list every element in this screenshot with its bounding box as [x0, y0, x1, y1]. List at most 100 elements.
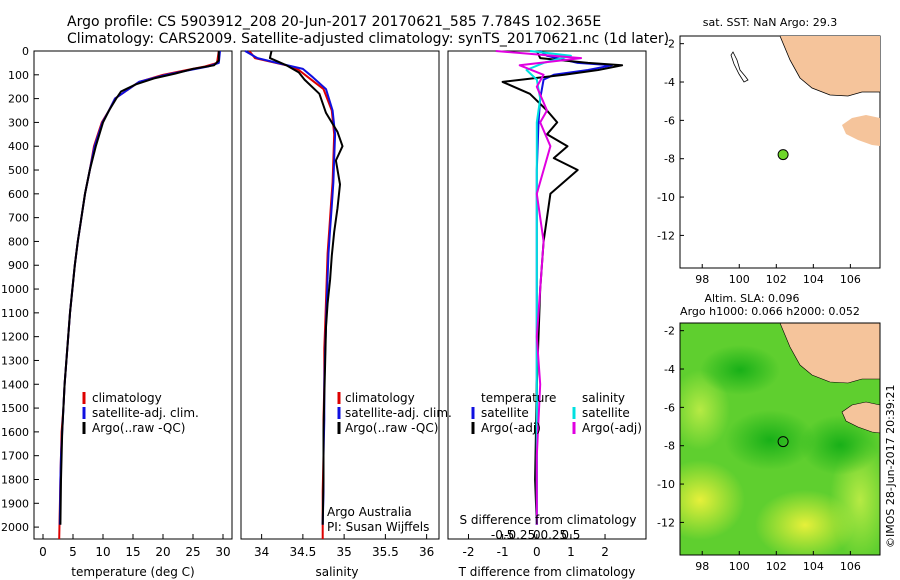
temperature-legend-satellite: satellite-adj. clim. — [92, 406, 199, 420]
sst-map-lat-label: -12 — [657, 229, 675, 242]
sla-map-lat-label: -4 — [664, 363, 675, 376]
sst-map-lat-label: -6 — [664, 114, 675, 127]
sla-map-title-2: Argo h1000: 0.066 h2000: 0.052 — [680, 305, 860, 318]
salinity-x-tick-label: 35 — [336, 545, 351, 559]
temperature-line-argo-raw-qc — [59, 51, 220, 525]
difference-legend-temp-satellite: satellite — [481, 406, 529, 420]
difference-line-temperature-argo-adj — [501, 50, 624, 525]
salinity-x-ticks: 34 34.5 35 35.5 36 — [254, 534, 434, 559]
depth-tick-label: 1800 — [1, 473, 29, 486]
temperature-x-ticks: 0 5 10 15 20 25 30 — [39, 534, 231, 559]
sst-map-coastline — [779, 35, 880, 97]
difference-x-tick-label: 2 — [601, 545, 609, 559]
salinity-line-argo-raw-qc — [268, 50, 344, 525]
sla-map-high-patch — [755, 490, 855, 555]
sst-map-land-sumatra — [680, 36, 880, 96]
sla-map-land-java — [841, 401, 880, 434]
depth-tick-label: 2000 — [1, 521, 29, 534]
salinity-annotation-line-2: PI: Susan Wijffels — [327, 520, 429, 534]
salinity-x-tick-label: 36 — [419, 545, 434, 559]
salinity-series — [244, 50, 344, 539]
difference-top-tick-label: 0.5 — [561, 528, 580, 542]
sst-map-title: sat. SST: NaN Argo: 29.3 — [703, 16, 837, 29]
temperature-x-tick-label: 30 — [215, 545, 230, 559]
salinity-x-tick-label: 34 — [254, 545, 269, 559]
depth-tick-label: 1300 — [1, 354, 29, 367]
salinity-line-satellite-adj-clim — [244, 50, 337, 525]
header-line-2: Climatology: CARS2009. Satellite-adjuste… — [67, 31, 669, 47]
salinity-x-tick-label: 35.5 — [372, 545, 399, 559]
difference-top-tick-label: 0 — [533, 528, 541, 542]
sla-map-lon-label: 98 — [695, 560, 709, 573]
temperature-x-tick-label: 15 — [125, 545, 140, 559]
temperature-legend: climatology satellite-adj. clim. Argo(..… — [82, 391, 199, 435]
temperature-x-tick-label: 0 — [39, 545, 47, 559]
depth-tick-label: 500 — [8, 164, 29, 177]
temperature-xlabel: temperature (deg C) — [71, 565, 194, 579]
depth-tick-label: 300 — [8, 116, 29, 129]
difference-x-tick-label: 0 — [533, 545, 541, 559]
salinity-line-climatology — [248, 50, 336, 539]
sst-map-lat-ticks: -2 -4 -6 -8 -10 -12 — [657, 38, 684, 242]
sst-map-lat-label: -8 — [664, 153, 675, 166]
difference-legend-salinity-title: salinity — [582, 391, 625, 405]
difference-top-tick-label: -0.25 — [504, 528, 535, 542]
salinity-legend-argo: Argo(..raw -QC) — [345, 421, 438, 435]
salinity-plot-frame — [240, 50, 440, 540]
depth-tick-label: 600 — [8, 188, 29, 201]
difference-top-ticks: -0.5-0.250 0.250.5 — [491, 528, 581, 542]
sla-map-land-sumatra — [680, 323, 880, 384]
temperature-x-tick-label: 20 — [155, 545, 170, 559]
depth-tick-label: 400 — [8, 140, 29, 153]
sla-map-low-patch — [725, 410, 815, 470]
depth-tick-label: 700 — [8, 212, 29, 225]
sla-map-lat-ticks: -2 -4 -6 -8 -10 -12 — [657, 325, 684, 529]
sst-map-land-java — [842, 115, 880, 146]
imos-credit: ©IMOS 28-Jun-2017 20:39:21 — [884, 384, 897, 548]
depth-tick-label: 1200 — [1, 331, 29, 344]
sst-map-lon-label: 102 — [766, 273, 787, 286]
temperature-legend-argo: Argo(..raw -QC) — [92, 421, 185, 435]
difference-line-temperature-satellite — [535, 50, 613, 525]
difference-legend-sal-argo: Argo(-adj) — [582, 421, 642, 435]
depth-tick-label: 1400 — [1, 378, 29, 391]
salinity-annotation-line-1: Argo Australia — [327, 505, 412, 519]
difference-plot-frame — [447, 50, 647, 540]
difference-x-ticks: -2 -1 0 1 2 — [462, 534, 609, 559]
temperature-x-tick-label: 25 — [185, 545, 200, 559]
sla-map-title-1: Altim. SLA: 0.096 — [704, 292, 799, 305]
depth-tick-label: 0 — [22, 45, 29, 58]
sla-map-low-patch — [800, 415, 880, 475]
temperature-plot-frame — [33, 50, 233, 540]
sla-map-lat-label: -6 — [664, 401, 675, 414]
salinity-legend: climatology satellite-adj. clim. Argo(..… — [337, 391, 452, 435]
difference-x-tick-label: -2 — [462, 545, 474, 559]
difference-line-salinity-satellite — [525, 50, 572, 525]
temperature-panel: 0 5 10 15 20 25 30 temperature (deg C) climato… — [33, 50, 233, 579]
sst-map-lon-label: 106 — [840, 273, 861, 286]
depth-tick-label: 100 — [8, 69, 29, 82]
sla-map-field — [680, 323, 880, 555]
sla-map-high-patch — [680, 460, 745, 540]
salinity-legend-climatology: climatology — [345, 391, 415, 405]
difference-panel: -2 -1 0 1 2 T difference from climatology S … — [447, 50, 647, 579]
sla-map-low-patch — [700, 345, 780, 395]
temperature-line-satellite-adj-clim — [58, 50, 221, 525]
salinity-panel: 34 34.5 35 35.5 36 salinity climatology sate… — [240, 50, 452, 579]
sla-map-lon-label: 102 — [766, 560, 787, 573]
difference-x-tick-label: 1 — [567, 545, 575, 559]
depth-tick-label: 200 — [8, 93, 29, 106]
temperature-x-tick-label: 10 — [95, 545, 110, 559]
depth-axis: 0 100 200 300 400 500 600 700 800 900 1000 1100 1200… — [1, 45, 39, 534]
sst-map-lon-label: 98 — [695, 273, 709, 286]
sst-map-lon-label: 100 — [729, 273, 750, 286]
difference-line-salinity-argo-adj — [495, 50, 583, 525]
sla-map-lat-label: -10 — [657, 478, 675, 491]
sla-map-float-marker — [777, 436, 789, 448]
sla-map-lon-ticks: 98 100 102 104 106 — [695, 551, 861, 573]
salinity-xlabel: salinity — [315, 565, 358, 579]
difference-series — [495, 50, 624, 525]
header-line-1: Argo profile: CS 5903912_208 20-Jun-2017… — [67, 14, 601, 30]
sst-map-lat-label: -10 — [657, 191, 675, 204]
